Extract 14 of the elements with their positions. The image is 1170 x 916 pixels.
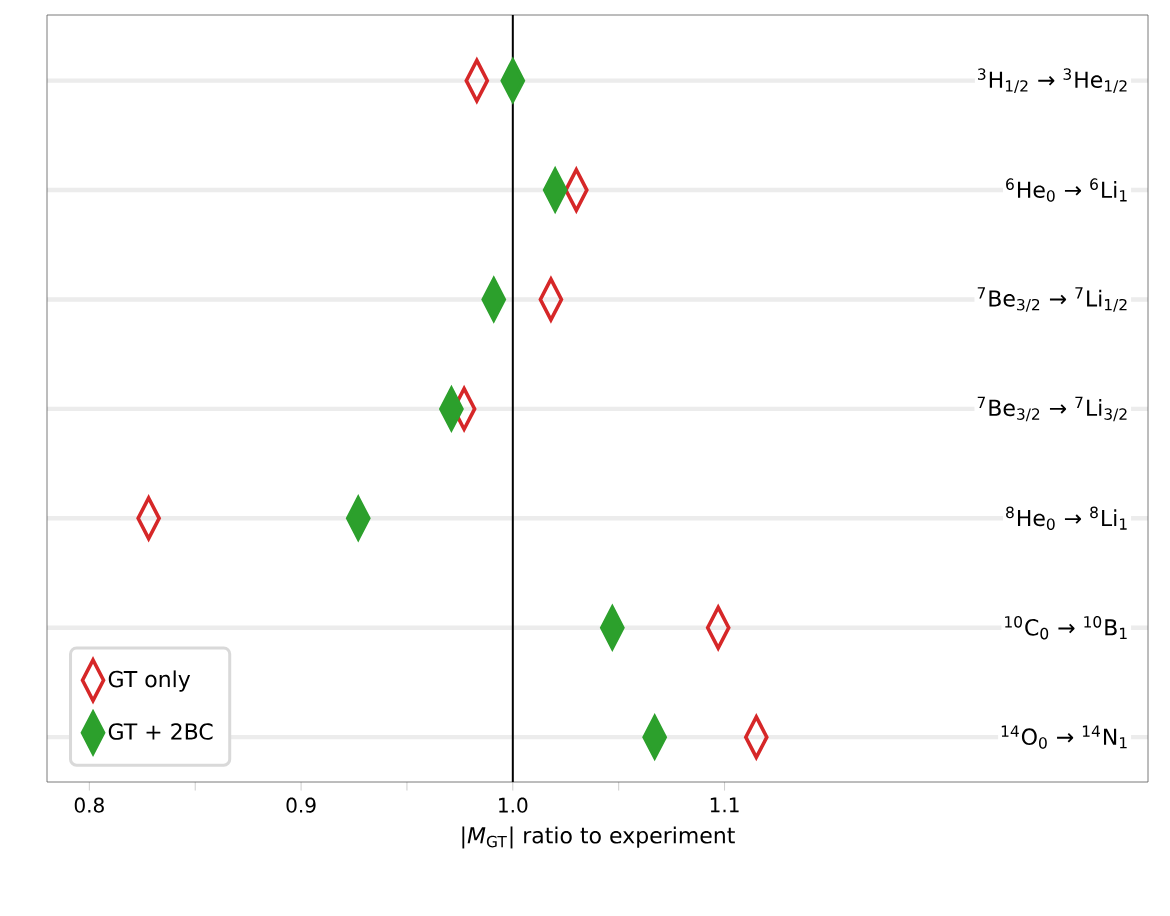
y-tick-label: $^{7}$Be$_{3/2}$ → $^{7}$Li$_{3/2}$ <box>977 396 1127 422</box>
x-axis-title: |M$_{GT}$| ratio to experiment <box>462 826 735 849</box>
x-tick-label: 1.0 <box>499 797 528 813</box>
y-tick-label: $^{14}$O$_{0}$ → $^{14}$N$_{1}$ <box>1001 725 1127 749</box>
y-tick-label: $^{3}$H$_{1/2}$ → $^{3}$He$_{1/2}$ <box>978 68 1127 94</box>
x-tick-label: 1.1 <box>710 797 739 813</box>
legend-label: GT + 2BC <box>108 723 213 740</box>
y-tick-label: $^{8}$He$_{0}$ → $^{8}$Li$_{1}$ <box>1006 506 1127 531</box>
x-tick-label: 0.8 <box>74 797 104 813</box>
y-tick-label: $^{7}$Be$_{3/2}$ → $^{7}$Li$_{1/2}$ <box>977 287 1127 312</box>
legend-label: GT only <box>108 670 191 692</box>
y-tick-label: $^{10}$C$_{0}$ → $^{10}$B$_{1}$ <box>1005 616 1127 640</box>
y-tick-label: $^{6}$He$_{0}$ → $^{6}$Li$_{1}$ <box>1006 178 1127 202</box>
x-tick-label: 0.9 <box>286 797 316 813</box>
